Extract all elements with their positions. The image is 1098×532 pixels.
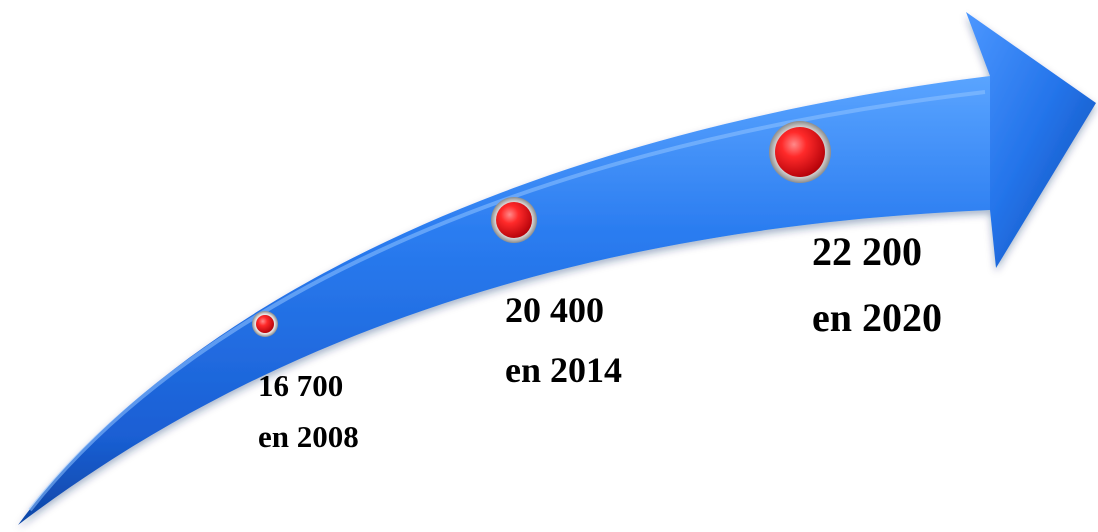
marker-2020	[769, 121, 831, 183]
milestone-label-2020: 22 200 en 2020	[812, 232, 942, 338]
milestone-label-2008: 16 700 en 2008	[258, 370, 359, 452]
milestone-period: en 2014	[505, 350, 622, 390]
arrow-body	[18, 76, 990, 525]
milestone-value: 22 200	[812, 229, 922, 274]
milestone-value: 20 400	[505, 290, 604, 330]
arrow-highlight	[28, 90, 986, 512]
arrow-head	[966, 12, 1096, 268]
milestone-value: 16 700	[258, 368, 344, 403]
milestone-period: en 2008	[258, 419, 359, 454]
arrow	[18, 12, 1096, 525]
milestone-label-2014: 20 400 en 2014	[505, 292, 622, 388]
milestone-period: en 2020	[812, 295, 942, 340]
marker-2008	[252, 311, 278, 337]
marker-2014	[491, 197, 537, 243]
